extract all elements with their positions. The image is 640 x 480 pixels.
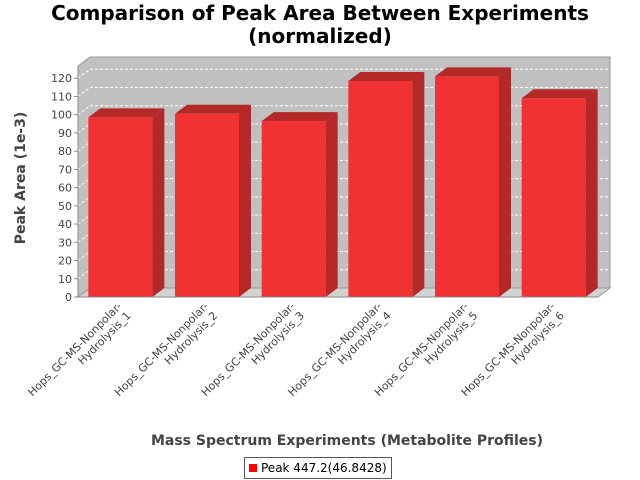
gridline-depth [77,196,91,207]
y-tick-label: 20 [58,255,72,268]
gridline-depth [77,105,91,116]
y-tick-label: 0 [65,291,72,304]
bar-top [261,112,338,122]
x-tick-label-line: Hops_GC-MS-Nonpolar- [25,300,124,399]
y-tick-label: 50 [58,200,72,213]
bar-front [88,117,153,297]
y-tick-label: 120 [51,72,72,85]
bar [521,89,598,297]
x-axis: Hops_GC-MS-Nonpolar-Hydrolysis_1Hops_GC-… [25,296,598,399]
y-tick-label: 70 [58,163,72,176]
bar-side [325,112,338,297]
bar-side [239,104,251,297]
gridline-depth [77,251,91,261]
y-axis: 0 10 20 30 40 50 60 70 80 90 100 110 120 [51,66,79,304]
bar [88,108,165,297]
legend-label: Peak 447.2(46.8428) [261,461,387,475]
gridline-depth [77,123,91,134]
y-axis-label: Peak Area (1e-3) [13,112,29,245]
chart-title: Comparison of Peak Area Between Experime… [0,2,640,48]
bar-side [152,108,165,297]
y-tick-label: 10 [58,273,72,286]
y-tick-label: 60 [58,182,72,195]
chart-title-line-1: Comparison of Peak Area Between Experime… [51,1,589,25]
y-tick-label: 100 [51,109,72,122]
bar [261,112,338,297]
chart-title-line-2: (normalized) [248,24,392,48]
y-tick-label: 80 [58,145,72,158]
bars [88,67,598,298]
y-tick-label: 40 [58,218,72,231]
bar-top [521,89,598,99]
gridline-depth [77,68,91,79]
x-axis-label: Mass Spectrum Experiments (Metabolite Pr… [151,433,543,449]
gridline-depth [77,141,91,152]
bar-front [261,121,326,297]
bar-top [88,108,165,118]
bar-side [585,89,598,297]
gridline-depth [77,232,91,243]
y-tick-label: 30 [58,236,72,249]
bar-side [499,67,511,298]
y-tick-label: 90 [58,127,72,140]
bar-top [348,71,425,81]
gridline-depth [77,269,91,280]
bar-front [521,98,586,297]
gridline-depth [77,178,91,189]
bar [348,71,425,297]
legend-swatch [249,464,257,472]
bar-front [175,113,239,297]
gridline-depth [77,214,91,225]
legend: Peak 447.2(46.8428) [244,457,392,479]
bar [175,104,251,297]
bar-front [435,76,499,298]
y-tick-label: 110 [51,90,72,103]
bar-top [435,67,511,77]
gridline-depth [77,159,91,170]
gridline-depth [77,87,91,97]
bar-side [412,71,425,297]
bar [435,67,511,298]
bar-top [175,104,251,114]
bar-front [348,80,413,297]
